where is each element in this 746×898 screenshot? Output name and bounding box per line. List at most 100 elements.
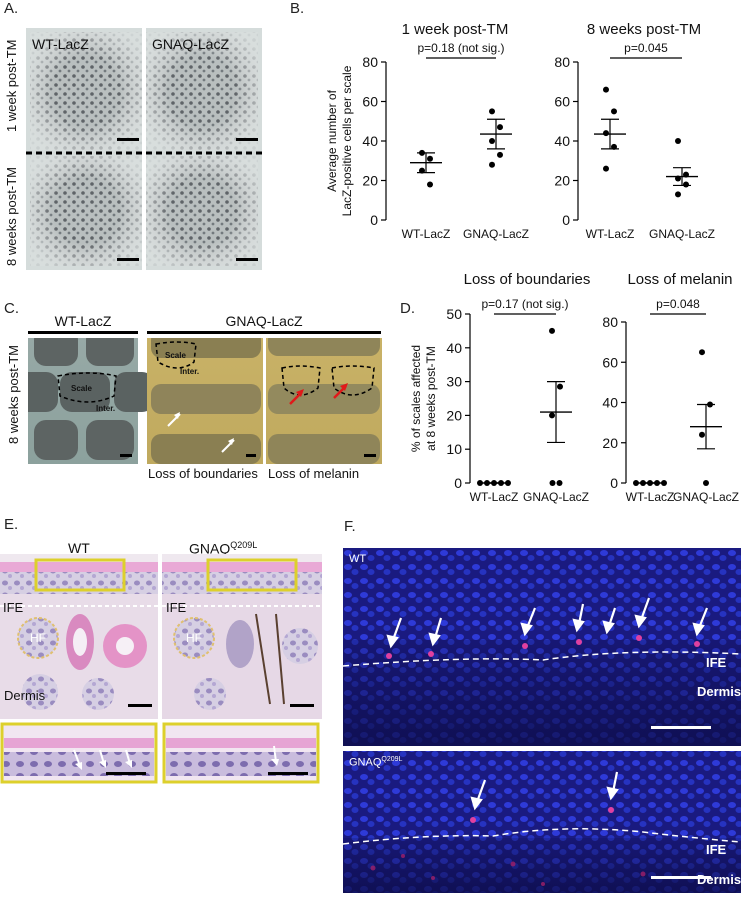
x-tick-label: GNAQ-LacZ <box>463 227 529 241</box>
panel-e-col-wt: WT <box>68 540 90 556</box>
data-point <box>549 412 555 419</box>
panel-f-wt-label: WT <box>349 553 367 565</box>
y-axis-label: Average number of <box>325 89 339 192</box>
x-tick-label: GNAQ-LacZ <box>523 490 589 504</box>
chart-8-weeks: 8 weeks post-TM 0 20 40 60 80 WT-LacZ GNAQ-LacZ… <box>554 21 715 241</box>
panel-letter-a: A. <box>4 0 19 17</box>
dermis-label: Dermis <box>697 872 742 887</box>
data-point <box>661 480 667 486</box>
y-tick-label: 0 <box>562 212 570 228</box>
fluorescence-images <box>342 548 742 893</box>
panel-c-group-wt: WT-LacZ <box>54 313 112 329</box>
y-axis-label: LacZ-positive cells per scale <box>340 65 354 216</box>
y-tick-label: 80 <box>602 314 618 330</box>
data-point <box>549 480 556 486</box>
caption-loss-of-melanin: Loss of melanin <box>268 466 360 481</box>
data-point <box>505 480 511 486</box>
y-tick-label: 40 <box>602 395 618 411</box>
data-point <box>611 108 617 115</box>
y-tick-label: 40 <box>362 133 378 149</box>
panel-f-fluorescence <box>342 548 742 893</box>
panel-f-mut-label: GNAQQ209L <box>349 756 403 769</box>
scale-bar <box>117 258 139 261</box>
dermis-label: Dermis <box>4 688 46 703</box>
data-point <box>707 401 713 408</box>
panel-letter-d: D. <box>400 300 415 317</box>
y-tick-label: 0 <box>610 475 618 491</box>
lacz-whole-mount-grid <box>26 28 262 270</box>
panel-e-zoom <box>0 722 322 784</box>
y-tick-label: 80 <box>554 54 570 70</box>
data-point <box>611 143 617 150</box>
data-point <box>703 480 709 486</box>
p-value-label: p=0.045 <box>624 41 668 55</box>
data-point <box>419 149 425 156</box>
chart-title: 1 week post-TM <box>402 21 509 38</box>
x-tick-label: WT-LacZ <box>626 490 675 504</box>
hf-label: HF <box>186 631 202 645</box>
x-tick-label: GNAQ-LacZ <box>649 227 715 241</box>
panel-a-row1-label: 1 week post-TM <box>4 39 19 132</box>
y-tick-label: 0 <box>370 212 378 228</box>
scale-bar <box>236 138 258 141</box>
ife-label: IFE <box>706 842 727 857</box>
panel-c-row-label: 8 weeks post-TM <box>6 345 21 444</box>
ife-label: IFE <box>166 600 187 615</box>
data-point <box>603 165 609 172</box>
data-point <box>489 108 495 115</box>
chart-title: Loss of boundaries <box>464 271 591 288</box>
ife-label: IFE <box>706 655 727 670</box>
y-tick-label: 0 <box>454 475 462 491</box>
caption-loss-of-boundaries: Loss of boundaries <box>148 466 258 481</box>
y-tick-label: 20 <box>446 407 462 423</box>
panel-letter-e: E. <box>4 516 19 533</box>
chart-1-week: 1 week post-TM 0 20 40 60 80 Average number of… <box>325 21 529 241</box>
data-point <box>683 181 689 188</box>
scale-label: Scale <box>165 351 186 360</box>
data-point <box>675 175 681 182</box>
data-point <box>497 124 503 131</box>
scale-photo-strip <box>14 328 382 464</box>
data-point <box>491 480 497 486</box>
data-point <box>675 138 681 144</box>
data-point <box>603 86 609 93</box>
data-point <box>427 155 433 162</box>
panel-letter-f: F. <box>344 518 356 535</box>
x-tick-label: GNAQ-LacZ <box>673 490 739 504</box>
data-point <box>419 167 425 174</box>
dermis-label: Dermis <box>697 684 742 699</box>
data-point <box>497 151 503 158</box>
y-tick-label: 40 <box>554 133 570 149</box>
panel-c-group-gnaq: GNAQ-LacZ <box>225 313 303 329</box>
chart-title: Loss of melanin <box>627 271 732 288</box>
data-point <box>489 161 495 168</box>
y-tick-label: 20 <box>362 173 378 189</box>
panel-e-histology <box>0 554 322 719</box>
data-point <box>654 480 660 486</box>
data-point <box>603 130 609 137</box>
data-point <box>633 480 639 486</box>
y-axis-label: at 8 weeks post-TM <box>424 346 438 451</box>
p-value-label: p=0.17 (not sig.) <box>481 297 568 311</box>
p-value-label: p=0.048 <box>656 297 700 311</box>
data-point <box>675 191 681 198</box>
ife-label: IFE <box>3 600 24 615</box>
y-tick-label: 60 <box>554 94 570 110</box>
group-line <box>147 331 381 334</box>
panel-a-col-gnaq: GNAQ-LacZ <box>152 36 230 52</box>
y-tick-label: 30 <box>446 374 462 390</box>
panel-a-col-wt: WT-LacZ <box>32 36 89 52</box>
data-point <box>699 349 705 356</box>
data-point <box>556 480 563 486</box>
x-tick-label: WT-LacZ <box>402 227 451 241</box>
x-tick-label: WT-LacZ <box>586 227 635 241</box>
hf-label: HF <box>30 631 46 645</box>
chart-loss-of-boundaries: Loss of boundaries 0 10 20 30 40 50 % of scales… <box>409 271 591 504</box>
panel-a-row2-label: 8 weeks post-TM <box>4 167 19 266</box>
group-line <box>28 331 138 334</box>
inter-label: Inter. <box>96 404 116 413</box>
scale-label: Scale <box>71 384 92 393</box>
data-point <box>647 480 653 486</box>
panel-c-image <box>14 328 382 464</box>
y-axis-label: % of scales affected <box>409 345 423 452</box>
